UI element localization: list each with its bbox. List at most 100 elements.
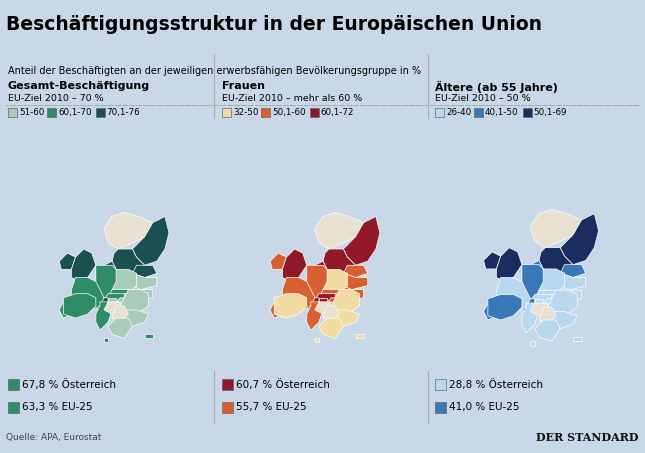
Polygon shape	[315, 212, 364, 249]
Polygon shape	[548, 294, 569, 307]
Text: Beschäftigungsstruktur in der Europäischen Union: Beschäftigungsstruktur in der Europäisch…	[6, 15, 542, 34]
Polygon shape	[323, 270, 348, 298]
Text: EU-Ziel 2010 – mehr als 60 %: EU-Ziel 2010 – mehr als 60 %	[222, 94, 362, 103]
Polygon shape	[518, 282, 535, 294]
Polygon shape	[108, 318, 132, 338]
FancyBboxPatch shape	[8, 401, 19, 413]
Text: Ältere (ab 55 Jahre): Ältere (ab 55 Jahre)	[435, 82, 558, 93]
Polygon shape	[343, 217, 380, 265]
Polygon shape	[96, 270, 108, 285]
Polygon shape	[561, 265, 586, 277]
Polygon shape	[144, 334, 153, 338]
Polygon shape	[315, 338, 319, 342]
Polygon shape	[283, 277, 315, 310]
FancyBboxPatch shape	[435, 380, 446, 390]
Polygon shape	[112, 249, 144, 281]
Text: 60,7 % Österreich: 60,7 % Österreich	[236, 380, 330, 390]
FancyBboxPatch shape	[522, 108, 531, 117]
Polygon shape	[72, 277, 104, 310]
Polygon shape	[535, 299, 543, 307]
Polygon shape	[331, 310, 360, 326]
Text: DER STANDARD: DER STANDARD	[536, 432, 639, 443]
Polygon shape	[315, 302, 331, 314]
Text: 60,1-72: 60,1-72	[321, 108, 354, 117]
Polygon shape	[556, 273, 586, 290]
FancyBboxPatch shape	[435, 108, 444, 117]
Polygon shape	[488, 294, 522, 320]
FancyBboxPatch shape	[261, 108, 270, 117]
Polygon shape	[108, 298, 116, 306]
Text: 55,7 % EU-25: 55,7 % EU-25	[236, 402, 306, 412]
Polygon shape	[132, 217, 169, 265]
Polygon shape	[307, 270, 319, 285]
Polygon shape	[539, 248, 573, 282]
Polygon shape	[522, 269, 535, 286]
Polygon shape	[561, 214, 599, 265]
Polygon shape	[526, 294, 533, 301]
Polygon shape	[92, 281, 108, 294]
Polygon shape	[315, 261, 327, 277]
Polygon shape	[319, 298, 327, 306]
Polygon shape	[573, 337, 582, 341]
Polygon shape	[104, 338, 108, 342]
FancyBboxPatch shape	[222, 401, 233, 413]
Polygon shape	[535, 320, 561, 341]
Polygon shape	[112, 306, 128, 322]
Polygon shape	[484, 252, 501, 269]
Polygon shape	[112, 270, 137, 298]
FancyBboxPatch shape	[435, 401, 446, 413]
Polygon shape	[104, 212, 153, 249]
Polygon shape	[120, 294, 141, 306]
Polygon shape	[120, 289, 148, 314]
Text: 50,1-60: 50,1-60	[272, 108, 306, 117]
Polygon shape	[116, 298, 141, 314]
Text: 41,0 % EU-25: 41,0 % EU-25	[449, 402, 519, 412]
Text: Gesamt-Beschäftigung: Gesamt-Beschäftigung	[8, 82, 150, 92]
Polygon shape	[548, 290, 577, 316]
Polygon shape	[335, 284, 364, 300]
Text: EU-Ziel 2010 – 70 %: EU-Ziel 2010 – 70 %	[8, 94, 104, 103]
Polygon shape	[270, 253, 286, 270]
Polygon shape	[327, 298, 352, 314]
Text: 51-60: 51-60	[19, 108, 45, 117]
FancyBboxPatch shape	[8, 380, 19, 390]
Polygon shape	[539, 269, 564, 299]
Text: 67,8 % Österreich: 67,8 % Österreich	[22, 380, 116, 390]
Text: Frauen: Frauen	[222, 82, 265, 92]
Polygon shape	[303, 298, 319, 310]
Text: 26-40: 26-40	[446, 108, 471, 117]
Text: 32-50: 32-50	[233, 108, 259, 117]
Text: Anteil der Beschäftigten an der jeweiligen erwerbsfähigen Bevölkerungsgruppe in : Anteil der Beschäftigten an der jeweilig…	[8, 66, 421, 77]
Polygon shape	[530, 260, 543, 277]
Polygon shape	[96, 302, 112, 330]
Polygon shape	[518, 299, 535, 312]
Polygon shape	[343, 265, 368, 277]
Text: 50,1-69: 50,1-69	[533, 108, 567, 117]
Polygon shape	[530, 209, 582, 248]
Polygon shape	[539, 307, 556, 324]
Polygon shape	[59, 298, 72, 318]
Polygon shape	[303, 281, 319, 294]
Polygon shape	[319, 289, 339, 302]
Polygon shape	[331, 294, 352, 306]
Polygon shape	[331, 289, 360, 314]
Polygon shape	[124, 284, 153, 300]
Polygon shape	[518, 265, 551, 299]
Text: EU-Ziel 2010 – 50 %: EU-Ziel 2010 – 50 %	[435, 94, 531, 103]
Text: 70,1-76: 70,1-76	[106, 108, 140, 117]
Polygon shape	[548, 312, 577, 328]
Text: 28,8 % Österreich: 28,8 % Österreich	[449, 380, 543, 390]
Polygon shape	[104, 302, 120, 314]
Text: Quelle: APA, Eurostat: Quelle: APA, Eurostat	[6, 433, 102, 442]
Polygon shape	[100, 294, 106, 300]
Polygon shape	[315, 294, 335, 306]
Polygon shape	[104, 294, 124, 306]
Text: 63,3 % EU-25: 63,3 % EU-25	[22, 402, 93, 412]
Polygon shape	[120, 310, 148, 326]
Polygon shape	[104, 261, 116, 277]
Polygon shape	[339, 274, 368, 289]
Polygon shape	[303, 265, 335, 298]
Polygon shape	[92, 265, 124, 298]
FancyBboxPatch shape	[8, 108, 17, 117]
Polygon shape	[323, 306, 339, 322]
